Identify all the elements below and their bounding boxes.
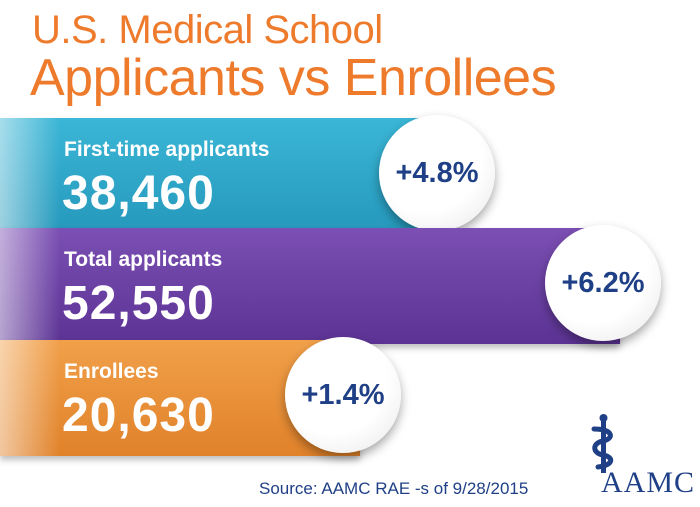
caduceus-icon [591, 414, 614, 473]
aamc-logo-text: AAMC [601, 466, 696, 499]
bar-label-enrollees: Enrollees [64, 360, 159, 383]
bar-first-time: First-time applicants 38,460 [0, 118, 454, 234]
source-note: Source: AAMC RAE -s of 9/28/2015 [259, 479, 529, 498]
bar-total: Total applicants 52,550 [0, 228, 620, 344]
bar-value-first-time: 38,460 [62, 167, 215, 220]
change-badge-first-time: +4.8% [379, 115, 495, 231]
title-line-2: Applicants vs Enrollees [30, 49, 557, 107]
change-badge-enrollees: +1.4% [285, 337, 401, 453]
change-badge-text-first-time: +4.8% [395, 156, 479, 189]
change-badge-text-enrollees: +1.4% [301, 378, 385, 411]
bar-value-enrollees: 20,630 [62, 389, 215, 442]
bar-label-first-time: First-time applicants [64, 138, 270, 161]
bar-label-total: Total applicants [64, 248, 223, 271]
bar-value-total: 52,550 [62, 277, 215, 330]
change-badge-text-total: +6.2% [561, 266, 645, 299]
title-line-1: U.S. Medical School [32, 8, 383, 52]
change-badge-total: +6.2% [545, 225, 661, 341]
